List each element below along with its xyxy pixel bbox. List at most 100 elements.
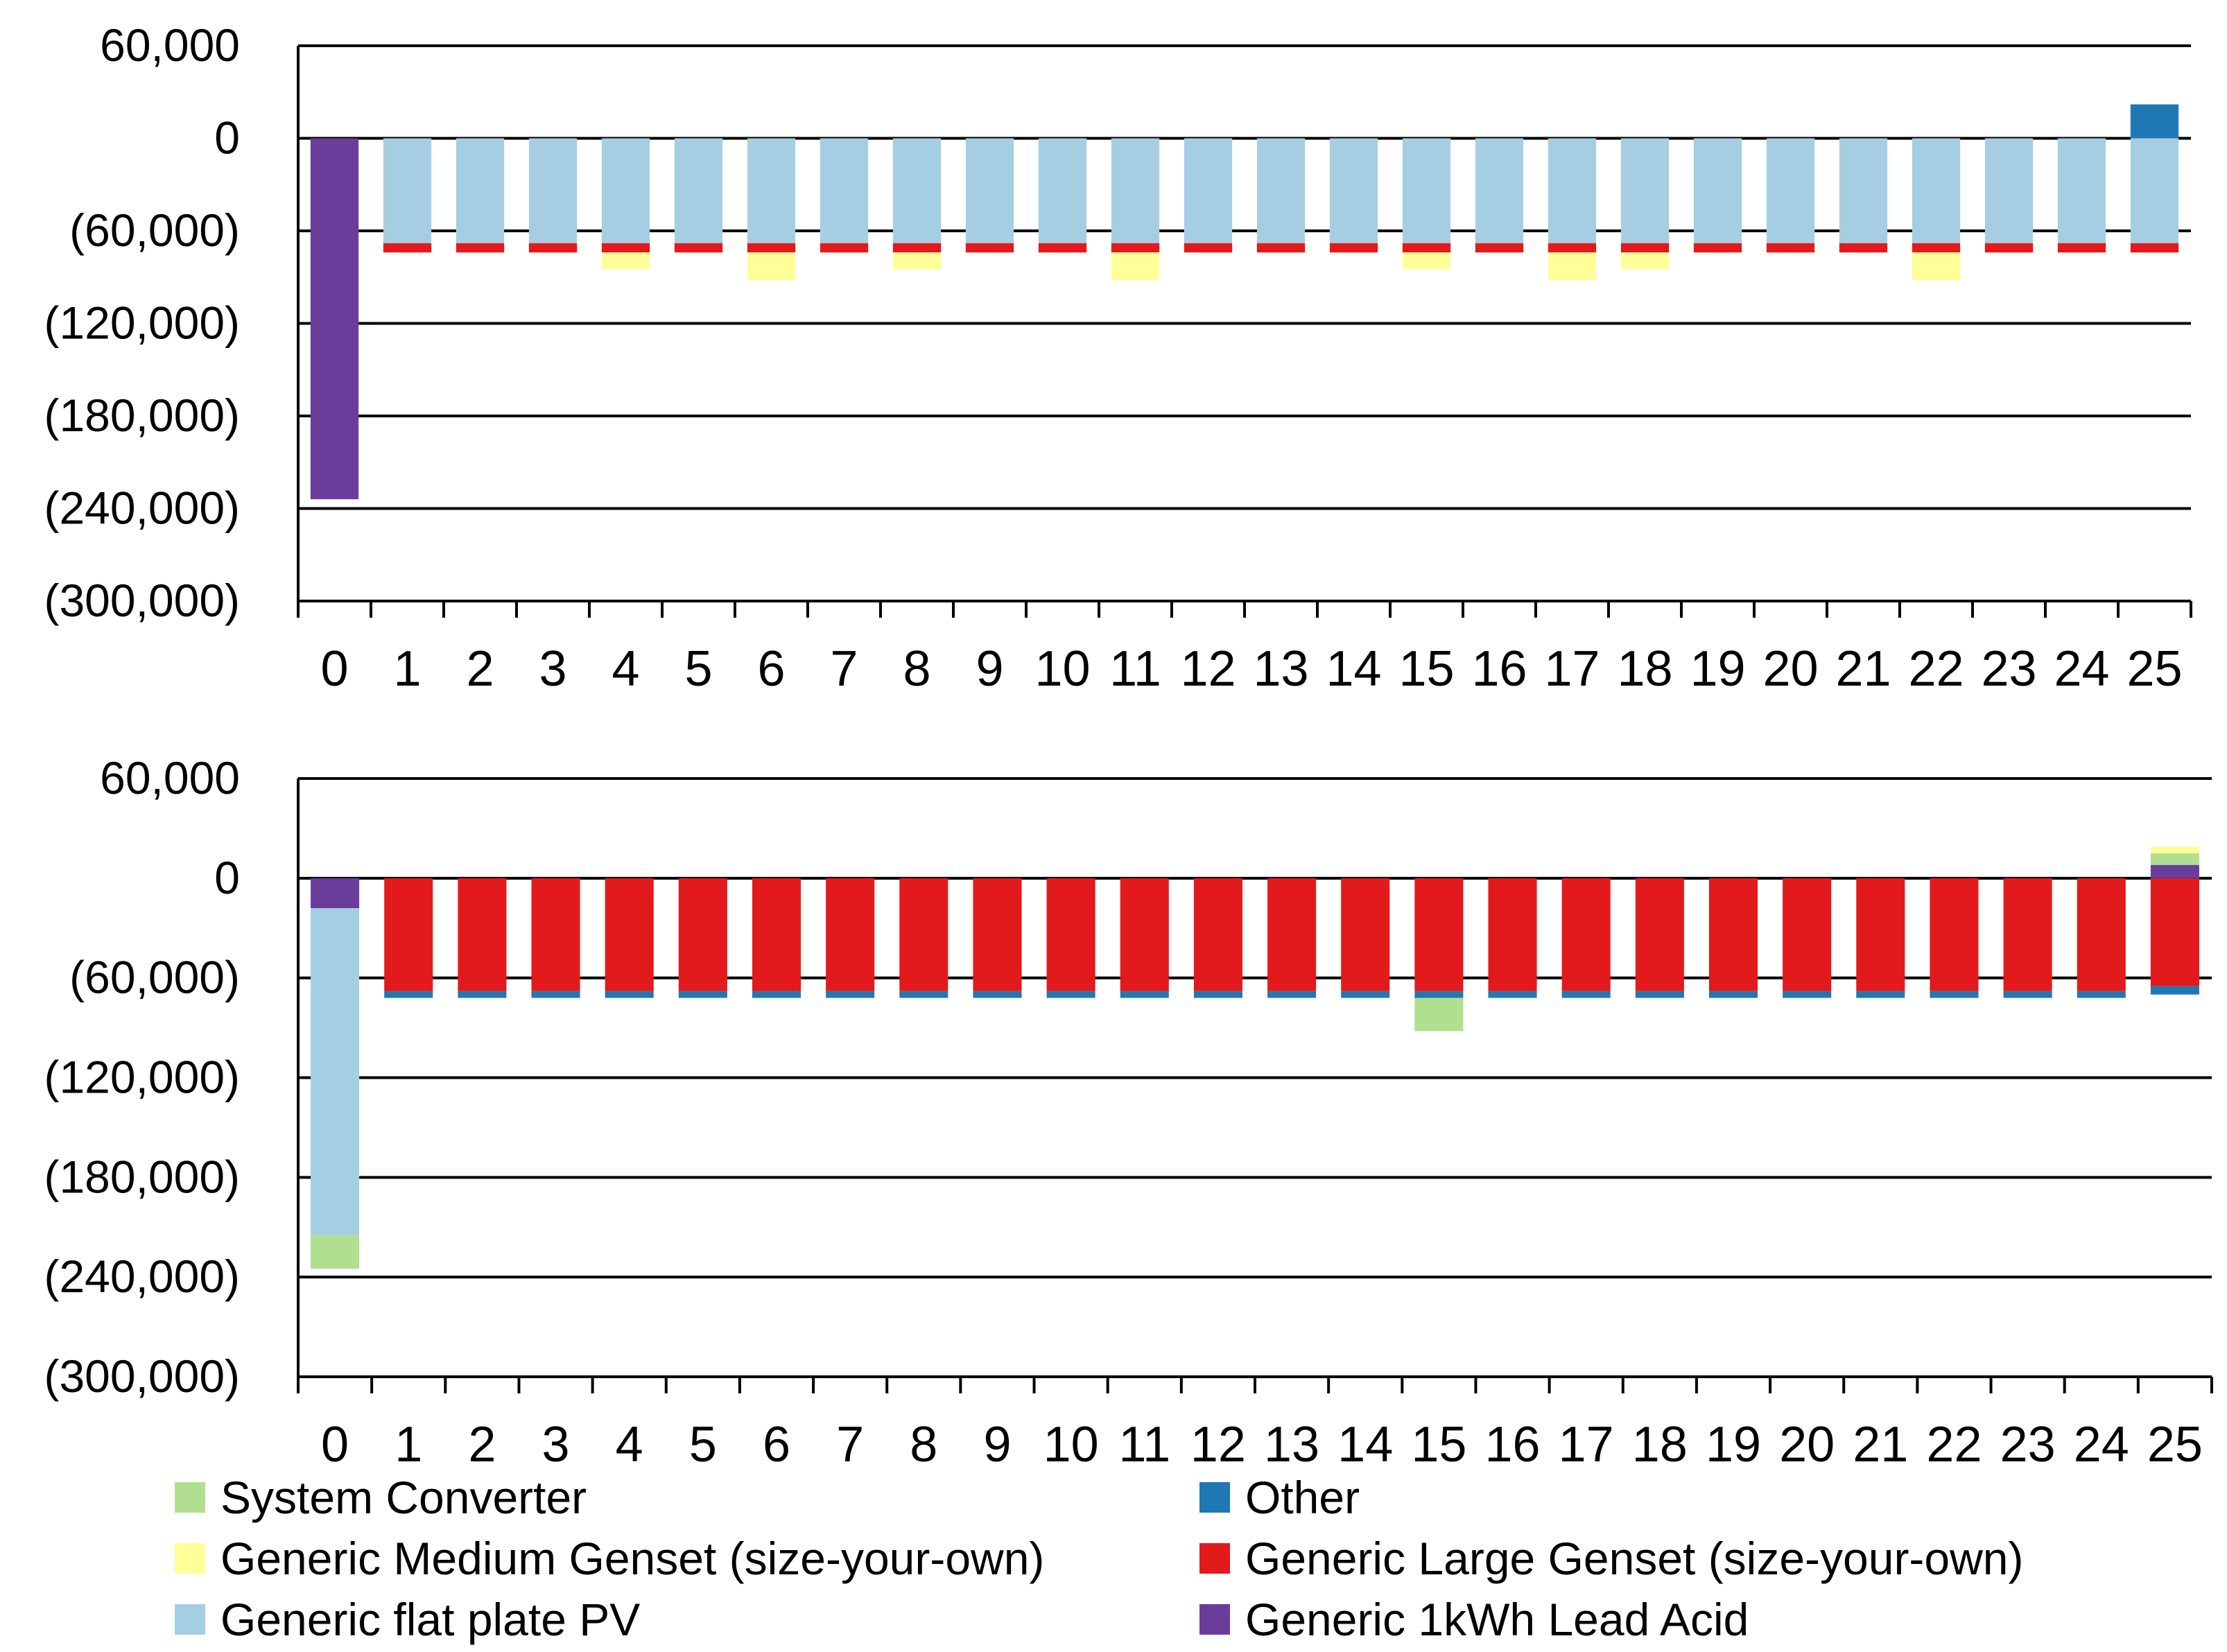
legend-item-system-converter: System Converter xyxy=(175,1470,587,1525)
bar-other-2 xyxy=(458,991,507,998)
bar-generic-flat-plate-pv-12 xyxy=(1184,138,1233,243)
x-tick-label: 17 xyxy=(1544,641,1600,697)
bar-generic-large-genset-size-your-own-14 xyxy=(1329,243,1378,253)
legend-label: Generic Large Genset (size-your-own) xyxy=(1245,1533,2024,1584)
legend-label: System Converter xyxy=(220,1472,587,1523)
x-tick-label: 4 xyxy=(612,641,639,697)
y-tick-label: (180,000) xyxy=(44,390,240,441)
x-tick-label: 12 xyxy=(1180,641,1236,697)
x-tick-label: 12 xyxy=(1190,1417,1246,1472)
y-tick-label: (120,000) xyxy=(44,297,240,349)
x-tick-label: 8 xyxy=(903,641,930,697)
bar-generic-large-genset-size-your-own-1 xyxy=(383,243,432,253)
y-tick-label: (60,000) xyxy=(69,952,240,1003)
x-tick-label: 16 xyxy=(1484,1417,1540,1472)
x-tick-label: 7 xyxy=(836,1417,864,1472)
x-tick-label: 8 xyxy=(910,1417,937,1472)
bar-other-15 xyxy=(1414,991,1464,998)
bar-generic-large-genset-size-your-own-12 xyxy=(1193,878,1242,991)
y-tick-label: (180,000) xyxy=(44,1151,240,1202)
x-tick-label: 14 xyxy=(1337,1417,1393,1472)
bar-generic-flat-plate-pv-18 xyxy=(1620,138,1670,243)
x-tick-label: 1 xyxy=(395,1417,422,1472)
x-tick-label: 23 xyxy=(2000,1417,2056,1472)
y-tick-label: 0 xyxy=(214,112,240,164)
x-tick-label: 17 xyxy=(1559,1417,1614,1472)
bar-other-14 xyxy=(1341,991,1390,998)
x-tick-label: 19 xyxy=(1690,641,1745,697)
bar-generic-large-genset-size-your-own-22 xyxy=(1912,243,1961,253)
x-tick-label: 25 xyxy=(2147,1417,2203,1472)
y-tick-label: (60,000) xyxy=(69,205,240,256)
x-tick-label: 18 xyxy=(1617,641,1672,697)
bar-generic-medium-genset-size-your-own-22 xyxy=(1912,252,1961,281)
x-tick-label: 23 xyxy=(1981,641,2036,697)
bar-generic-large-genset-size-your-own-22 xyxy=(1930,878,1979,991)
bar-generic-medium-genset-size-your-own-4 xyxy=(601,252,650,270)
x-tick-label: 3 xyxy=(539,641,566,697)
bar-generic-large-genset-size-your-own-19 xyxy=(1708,878,1758,991)
x-tick-label: 15 xyxy=(1411,1417,1466,1472)
bar-generic-large-genset-size-your-own-18 xyxy=(1635,878,1684,991)
bar-other-17 xyxy=(1561,991,1611,998)
y-tick-label: (120,000) xyxy=(44,1052,240,1103)
bar-other-25 xyxy=(2150,986,2199,995)
bar-generic-medium-genset-size-your-own-18 xyxy=(1620,252,1670,270)
legend-label: Generic flat plate PV xyxy=(220,1594,641,1645)
legend-item-lead-acid: Generic 1kWh Lead Acid xyxy=(1199,1592,1749,1647)
y-tick-label: (300,000) xyxy=(44,575,240,626)
bar-generic-flat-plate-pv-24 xyxy=(2057,138,2106,243)
x-tick-label: 25 xyxy=(2126,641,2182,697)
legend-label: Generic Medium Genset (size-your-own) xyxy=(220,1533,1045,1584)
bar-generic-flat-plate-pv-3 xyxy=(528,138,578,243)
bar-other-13 xyxy=(1267,991,1317,998)
bar-other-19 xyxy=(1708,991,1758,998)
bar-generic-large-genset-size-your-own-14 xyxy=(1341,878,1390,991)
y-tick-label: 60,000 xyxy=(100,752,240,803)
bar-generic-large-genset-size-your-own-2 xyxy=(458,878,507,991)
bar-generic-large-genset-size-your-own-5 xyxy=(674,243,723,253)
bar-other-10 xyxy=(1046,991,1095,998)
bar-other-24 xyxy=(2077,991,2126,998)
legend-swatch-large-genset xyxy=(1199,1543,1230,1574)
bar-generic-large-genset-size-your-own-11 xyxy=(1120,878,1169,991)
bar-generic-medium-genset-size-your-own-15 xyxy=(1402,252,1451,270)
bar-generic-large-genset-size-your-own-13 xyxy=(1256,243,1306,253)
legend-label: Other xyxy=(1245,1472,1360,1523)
bar-generic-flat-plate-pv-19 xyxy=(1693,138,1742,243)
bar-generic-1kwh-lead-acid-25 xyxy=(2150,864,2199,878)
x-tick-label: 22 xyxy=(1908,641,1964,697)
bar-generic-large-genset-size-your-own-8 xyxy=(892,243,942,253)
bar-generic-large-genset-size-your-own-5 xyxy=(678,878,727,991)
top-chart: 60,000 0 (60,000) (120,000) (180,000) (240,00… xyxy=(44,19,2192,697)
bar-generic-large-genset-size-your-own-17 xyxy=(1561,878,1611,991)
bar-other-16 xyxy=(1488,991,1537,998)
bar-generic-large-genset-size-your-own-6 xyxy=(752,878,801,991)
x-tick-label: 6 xyxy=(757,641,785,697)
x-tick-label: 13 xyxy=(1253,641,1308,697)
x-tick-label: 3 xyxy=(542,1417,570,1472)
bar-other-7 xyxy=(826,991,875,998)
legend-swatch-lead-acid xyxy=(1199,1604,1230,1635)
bar-generic-flat-plate-pv-4 xyxy=(601,138,650,243)
bar-generic-flat-plate-pv-14 xyxy=(1329,138,1378,243)
x-tick-label: 20 xyxy=(1762,641,1818,697)
x-tick-label: 5 xyxy=(689,1417,717,1472)
bar-generic-large-genset-size-your-own-6 xyxy=(747,243,796,253)
bar-generic-large-genset-size-your-own-20 xyxy=(1783,878,1832,991)
bar-generic-large-genset-size-your-own-20 xyxy=(1766,243,1815,253)
x-tick-label: 9 xyxy=(976,641,1003,697)
bar-generic-flat-plate-pv-2 xyxy=(456,138,505,243)
legend-swatch-other xyxy=(1199,1482,1230,1513)
bar-system-converter-25 xyxy=(2150,853,2199,865)
x-tick-label: 10 xyxy=(1043,1417,1099,1472)
bar-generic-large-genset-size-your-own-4 xyxy=(605,878,654,991)
bar-generic-flat-plate-pv-10 xyxy=(1038,138,1087,243)
bar-generic-flat-plate-pv-22 xyxy=(1912,138,1961,243)
bar-generic-large-genset-size-your-own-24 xyxy=(2077,878,2126,991)
bar-other-22 xyxy=(1930,991,1979,998)
bar-generic-large-genset-size-your-own-21 xyxy=(1856,878,1905,991)
x-tick-label: 24 xyxy=(2074,1417,2129,1472)
legend-item-large-genset: Generic Large Genset (size-your-own) xyxy=(1199,1531,2023,1586)
x-tick-label: 1 xyxy=(393,641,421,697)
